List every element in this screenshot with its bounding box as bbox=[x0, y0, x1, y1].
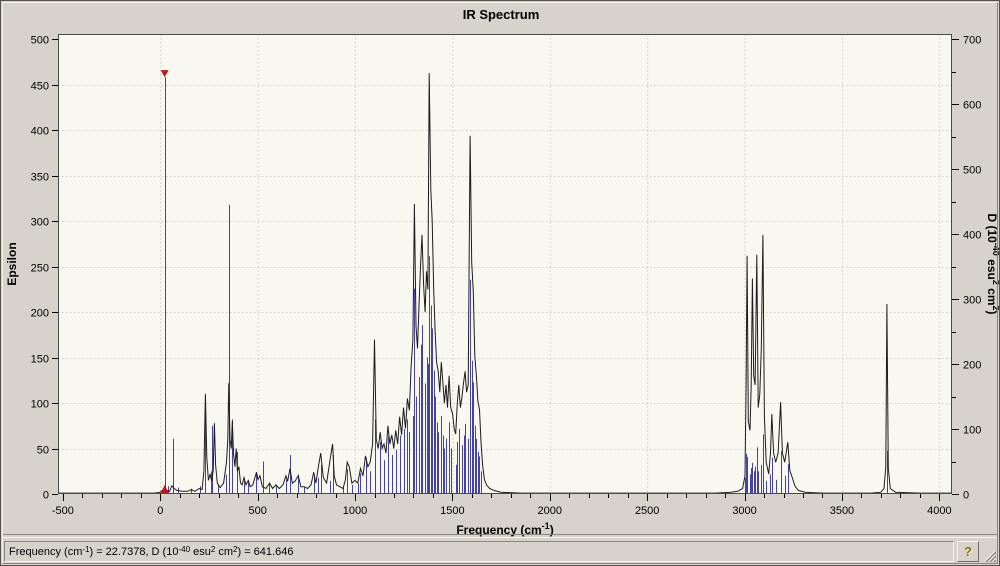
svg-text:2500: 2500 bbox=[635, 505, 659, 517]
svg-text:100: 100 bbox=[963, 425, 981, 437]
svg-text:50: 50 bbox=[37, 445, 49, 457]
ir-spectrum-chart[interactable]: 0 50 100 150 200 250 300 350 400 450 500 Epsilon 0 10… bbox=[1, 1, 1000, 539]
frequency-axis-label: Frequency (cm-1) bbox=[456, 521, 553, 537]
resize-grip-icon[interactable] bbox=[982, 548, 996, 562]
svg-text:200: 200 bbox=[31, 308, 49, 320]
svg-text:0: 0 bbox=[157, 505, 163, 517]
svg-text:0: 0 bbox=[43, 490, 49, 502]
svg-text:600: 600 bbox=[963, 100, 981, 112]
status-readout: Frequency (cm-1) = 22.7378, D (10-40 esu… bbox=[4, 541, 954, 562]
d-axis: 0 100 200 300 400 500 600 700 D (10-40 esu2 cm2) bbox=[952, 35, 1000, 502]
svg-text:100: 100 bbox=[31, 399, 49, 411]
statusbar-divider bbox=[3, 534, 997, 538]
svg-text:300: 300 bbox=[963, 295, 981, 307]
svg-text:500: 500 bbox=[31, 35, 49, 47]
svg-text:150: 150 bbox=[31, 354, 49, 366]
svg-text:3000: 3000 bbox=[732, 505, 756, 517]
plot-area bbox=[58, 34, 952, 494]
svg-text:350: 350 bbox=[31, 172, 49, 184]
gridlines bbox=[58, 34, 952, 494]
d-value-sticks bbox=[165, 77, 888, 494]
status-bar: Frequency (cm-1) = 22.7378, D (10-40 esu… bbox=[4, 541, 996, 562]
svg-text:500: 500 bbox=[248, 505, 266, 517]
help-button[interactable]: ? bbox=[957, 541, 979, 562]
svg-text:-500: -500 bbox=[52, 505, 74, 517]
plot-frame bbox=[58, 34, 952, 494]
svg-text:200: 200 bbox=[963, 360, 981, 372]
svg-text:4000: 4000 bbox=[927, 505, 951, 517]
epsilon-axis: 0 50 100 150 200 250 300 350 400 450 500 Epsilon bbox=[5, 35, 58, 502]
svg-text:400: 400 bbox=[963, 230, 981, 242]
svg-text:2000: 2000 bbox=[538, 505, 562, 517]
frequency-axis: -500 0 500 1000 1500 2000 2500 3000 3500 4000 Freq… bbox=[52, 494, 952, 537]
epsilon-envelope-curve bbox=[58, 73, 952, 494]
svg-text:700: 700 bbox=[963, 35, 981, 47]
svg-text:1000: 1000 bbox=[343, 505, 367, 517]
epsilon-axis-label: Epsilon bbox=[5, 242, 19, 285]
svg-text:400: 400 bbox=[31, 126, 49, 138]
svg-text:450: 450 bbox=[31, 81, 49, 93]
svg-text:0: 0 bbox=[963, 490, 969, 502]
chart-title: IR Spectrum bbox=[462, 7, 540, 22]
d-axis-label: D (10-40 esu2 cm2) bbox=[985, 213, 1000, 314]
svg-text:300: 300 bbox=[31, 217, 49, 229]
svg-text:1500: 1500 bbox=[440, 505, 464, 517]
selected-mode-marker bbox=[160, 70, 169, 493]
status-text: Frequency (cm-1) = 22.7378, D (10-40 esu… bbox=[9, 545, 294, 558]
svg-text:500: 500 bbox=[963, 165, 981, 177]
svg-text:250: 250 bbox=[31, 263, 49, 275]
svg-text:3500: 3500 bbox=[830, 505, 854, 517]
